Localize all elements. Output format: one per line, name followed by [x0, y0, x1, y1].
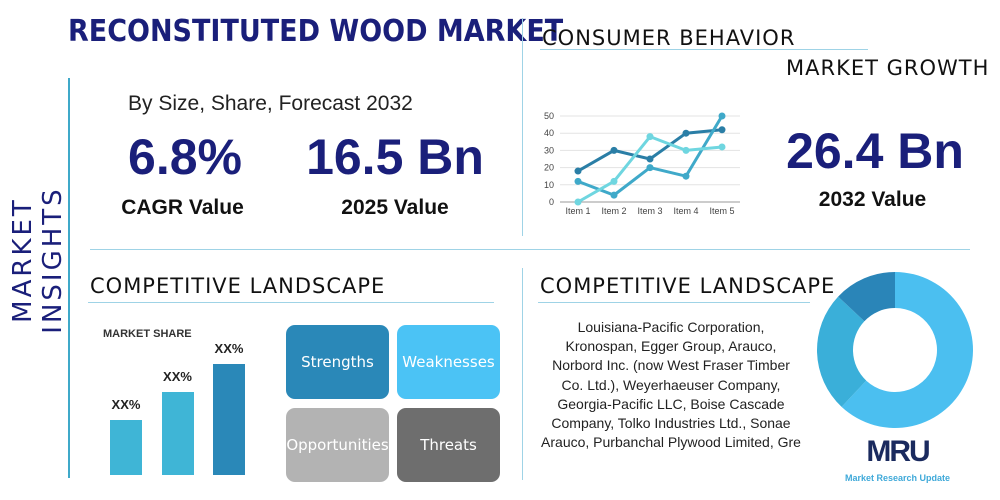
data-point: [682, 129, 690, 137]
swot-threats: Threats: [397, 408, 500, 482]
side-label: MARKET INSIGHTS: [8, 186, 68, 334]
data-point: [646, 133, 654, 141]
page-title: RECONSTITUTED WOOD MARKET: [68, 14, 564, 49]
donut-slice: [838, 272, 895, 322]
y-tick-label: 20: [544, 163, 554, 173]
data-point: [610, 146, 618, 154]
bar-label: XX%: [214, 341, 244, 356]
data-point: [718, 126, 726, 134]
subtitle: By Size, Share, Forecast 2032: [128, 92, 413, 115]
value-2032: 26.4 Bn: [786, 123, 964, 179]
data-point: [610, 191, 618, 199]
divider: [68, 78, 70, 478]
donut-slice: [841, 272, 973, 428]
value-2025: 16.5 Bn: [306, 129, 484, 185]
underline: [538, 302, 810, 303]
x-tick-label: Item 5: [709, 206, 734, 216]
divider: [522, 268, 523, 480]
data-point: [646, 155, 654, 163]
data-point: [718, 112, 726, 120]
data-point: [610, 177, 618, 185]
donut-chart: [817, 272, 973, 428]
y-tick-label: 10: [544, 180, 554, 190]
data-point: [574, 198, 582, 206]
data-point: [682, 172, 690, 180]
swot-weaknesses: Weaknesses: [397, 325, 500, 399]
y-tick-label: 30: [544, 145, 554, 155]
data-point: [718, 143, 726, 151]
logo-mark: MRU: [866, 435, 930, 468]
consumer-subtitle: MARKET GROWTH: [786, 56, 990, 80]
x-tick-label: Item 4: [673, 206, 698, 216]
bar-label: XX%: [111, 397, 141, 412]
divider: [90, 249, 970, 250]
x-tick-label: Item 3: [637, 206, 662, 216]
competitors-list: Louisiana-Pacific Corporation, Kronospan…: [541, 319, 801, 451]
cagr-label: CAGR Value: [121, 196, 244, 219]
data-point: [574, 167, 582, 175]
y-tick-label: 0: [549, 197, 554, 207]
consumer-title: CONSUMER BEHAVIOR: [542, 26, 796, 50]
donut-slice: [817, 296, 867, 407]
cagr-value: 6.8%: [128, 129, 242, 185]
bar: [213, 364, 245, 475]
x-tick-label: Item 1: [565, 206, 590, 216]
swot-strengths: Strengths: [286, 325, 389, 399]
underline: [540, 49, 868, 50]
line-chart: 0 10 20 30 40 50 Item 1 Item 2 Item 3 Item 4 Item …: [544, 111, 740, 216]
underline: [88, 302, 494, 303]
competitive-left-title: COMPETITIVE LANDSCAPE: [90, 274, 386, 298]
data-point: [682, 146, 690, 154]
y-tick-label: 40: [544, 128, 554, 138]
swot-opportunities: Opportunities: [286, 408, 389, 482]
logo-name: Market Research Update: [844, 473, 951, 483]
y-tick-label: 50: [544, 111, 554, 121]
divider: [522, 18, 523, 236]
x-tick-label: Item 2: [601, 206, 626, 216]
bar: [110, 420, 142, 475]
bar: [161, 392, 194, 475]
value-2032-label: 2032 Value: [818, 188, 927, 211]
competitive-right-title: COMPETITIVE LANDSCAPE: [540, 274, 836, 298]
value-2025-label: 2025 Value: [341, 196, 449, 219]
data-point: [574, 177, 582, 185]
bar-label: XX%: [163, 369, 192, 384]
bar-chart-title: MARKET SHARE: [103, 328, 192, 340]
data-point: [646, 164, 654, 172]
